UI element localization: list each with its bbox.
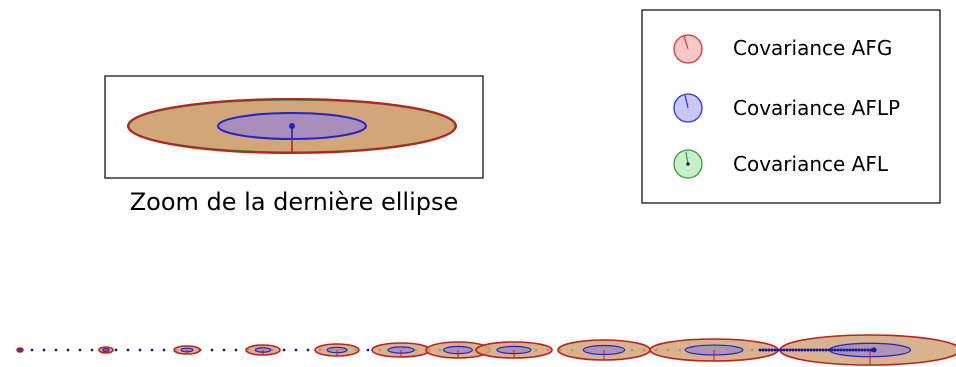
trajectory-point xyxy=(210,348,214,352)
trajectory-dense-point xyxy=(761,348,765,352)
trajectory-dense-point xyxy=(797,348,801,352)
zoom-panel xyxy=(104,75,484,179)
trajectory-dense-point xyxy=(863,348,867,352)
trajectory-dense-point xyxy=(791,348,795,352)
trajectory-dense-point xyxy=(818,348,822,352)
trajectory-dense-point xyxy=(842,348,846,352)
trajectory-dense-point xyxy=(851,348,855,352)
legend-item-afg xyxy=(673,34,703,64)
legend xyxy=(641,9,941,204)
trajectory-ellipses xyxy=(16,334,956,366)
legend-aflp-label: Covariance AFLP xyxy=(733,96,901,120)
trajectory-point xyxy=(366,348,370,352)
trajectory-dense-point xyxy=(827,348,831,352)
legend-aflp-axis xyxy=(684,94,689,109)
trajectory-point xyxy=(138,348,142,352)
trajectory-dense-point xyxy=(809,348,813,352)
trajectory-point xyxy=(78,348,82,352)
trajectory-dense-point xyxy=(833,348,837,352)
trajectory-dense-point xyxy=(848,348,852,352)
trajectory-dense-point xyxy=(776,348,780,352)
trajectory-dense-point xyxy=(836,348,840,352)
trajectory-dense-point xyxy=(800,348,804,352)
legend-afl-axis xyxy=(685,151,689,165)
trajectory-dense-point xyxy=(839,348,843,352)
trajectory-dense-point xyxy=(845,348,849,352)
trajectory-point xyxy=(30,348,34,352)
trajectory-dense-point xyxy=(758,348,762,352)
trajectory-point xyxy=(162,348,166,352)
legend-afg-label: Covariance AFG xyxy=(733,36,893,60)
trajectory-dense-point xyxy=(770,348,774,352)
legend-afg-axis xyxy=(683,35,689,50)
trajectory-dense-point xyxy=(857,348,861,352)
trajectory-dense-point xyxy=(815,348,819,352)
trajectory-dense-point xyxy=(779,348,783,352)
trajectory-point xyxy=(222,348,226,352)
legend-afl-center xyxy=(686,162,690,166)
trajectory-dense-point xyxy=(854,348,858,352)
trajectory xyxy=(16,334,956,366)
trajectory-dense-point xyxy=(773,348,777,352)
trajectory-dense-point xyxy=(824,348,828,352)
legend-afl-label: Covariance AFL xyxy=(733,152,888,176)
trajectory-dense-points xyxy=(758,347,877,353)
trajectory-point xyxy=(294,348,298,352)
zoom-center-point xyxy=(289,123,295,129)
trajectory-point xyxy=(150,348,154,352)
trajectory-point xyxy=(66,348,70,352)
legend-item-aflp xyxy=(673,93,703,123)
trajectory-point xyxy=(42,348,46,352)
trajectory-end-point xyxy=(871,347,877,353)
trajectory-dense-point xyxy=(794,348,798,352)
trajectory-point xyxy=(54,348,58,352)
trajectory-point xyxy=(114,348,118,352)
trajectory-dense-point xyxy=(767,348,771,352)
zoom-caption: Zoom de la dernière ellipse xyxy=(129,188,459,216)
trajectory-dense-point xyxy=(764,348,768,352)
trajectory-point xyxy=(90,348,94,352)
legend-item-afl xyxy=(673,149,703,179)
trajectory-dense-point xyxy=(785,348,789,352)
trajectory-point xyxy=(282,348,286,352)
zoom-afg-ellipse xyxy=(127,98,457,154)
trajectory-dense-point xyxy=(788,348,792,352)
trajectory-dense-point xyxy=(806,348,810,352)
trajectory-dense-point xyxy=(866,348,870,352)
trajectory-dense-point xyxy=(860,348,864,352)
trajectory-point xyxy=(234,348,238,352)
trajectory-dense-point xyxy=(830,348,834,352)
trajectory-dense-point xyxy=(803,348,807,352)
trajectory-dense-point xyxy=(782,348,786,352)
trajectory-dense-point xyxy=(821,348,825,352)
trajectory-point xyxy=(306,348,310,352)
trajectory-dense-point xyxy=(812,348,816,352)
trajectory-point xyxy=(126,348,130,352)
